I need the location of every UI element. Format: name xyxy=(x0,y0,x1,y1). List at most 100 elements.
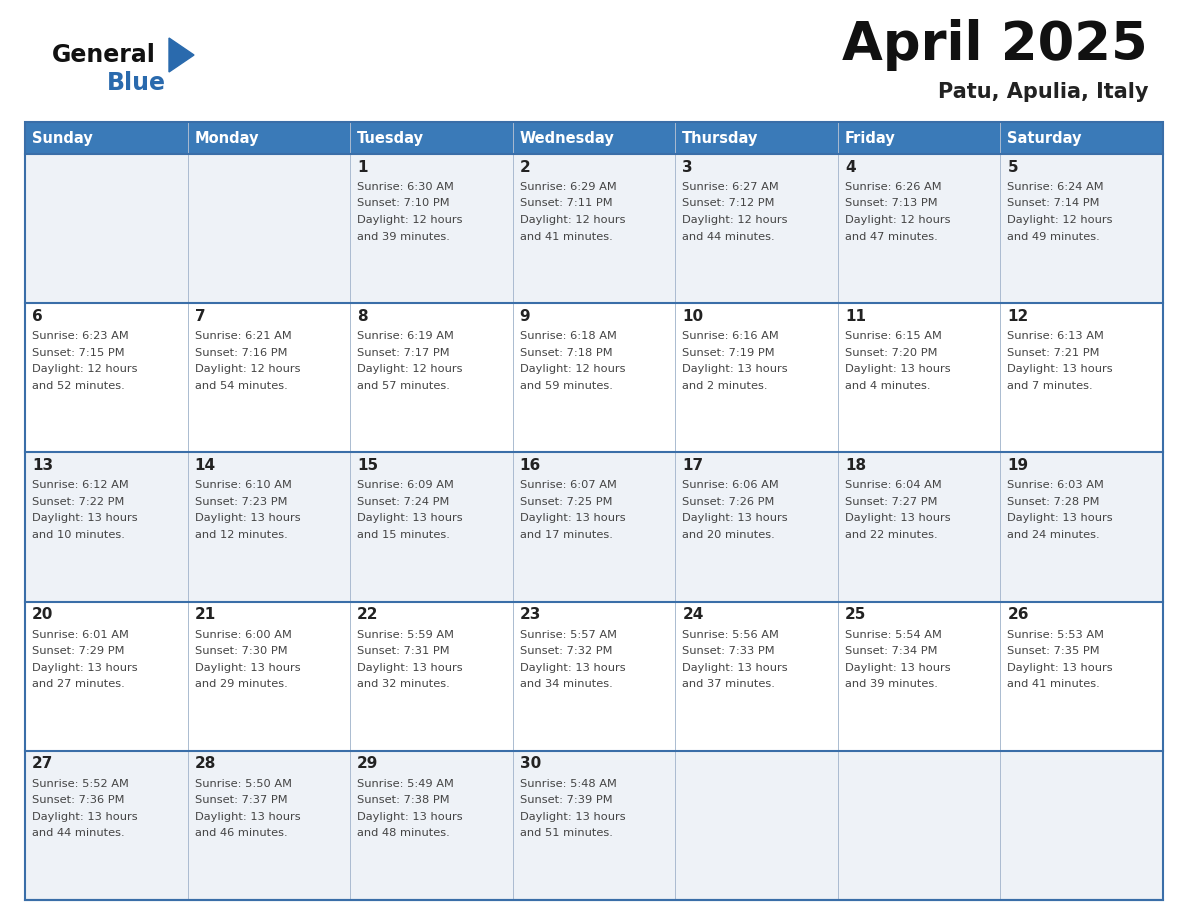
Text: Tuesday: Tuesday xyxy=(358,130,424,145)
Text: Sunrise: 6:13 AM: Sunrise: 6:13 AM xyxy=(1007,331,1105,341)
Text: Wednesday: Wednesday xyxy=(519,130,614,145)
Text: Sunrise: 6:23 AM: Sunrise: 6:23 AM xyxy=(32,331,128,341)
Bar xyxy=(25,122,188,154)
Text: and 47 minutes.: and 47 minutes. xyxy=(845,231,937,241)
Text: Sunrise: 6:09 AM: Sunrise: 6:09 AM xyxy=(358,480,454,490)
Text: Sunset: 7:16 PM: Sunset: 7:16 PM xyxy=(195,348,287,358)
Text: Daylight: 13 hours: Daylight: 13 hours xyxy=(195,513,301,523)
Text: Daylight: 13 hours: Daylight: 13 hours xyxy=(845,513,950,523)
Text: and 57 minutes.: and 57 minutes. xyxy=(358,381,450,391)
Text: and 39 minutes.: and 39 minutes. xyxy=(845,679,937,689)
Text: Sunrise: 6:04 AM: Sunrise: 6:04 AM xyxy=(845,480,942,490)
Text: Daylight: 13 hours: Daylight: 13 hours xyxy=(845,364,950,375)
Text: Daylight: 13 hours: Daylight: 13 hours xyxy=(1007,513,1113,523)
Text: Daylight: 12 hours: Daylight: 12 hours xyxy=(358,364,462,375)
Bar xyxy=(675,122,838,154)
Text: Daylight: 13 hours: Daylight: 13 hours xyxy=(682,663,788,673)
Text: Daylight: 13 hours: Daylight: 13 hours xyxy=(519,663,625,673)
Text: Daylight: 13 hours: Daylight: 13 hours xyxy=(519,812,625,822)
Text: Sunrise: 6:06 AM: Sunrise: 6:06 AM xyxy=(682,480,779,490)
Text: 5: 5 xyxy=(1007,160,1018,174)
Text: Daylight: 12 hours: Daylight: 12 hours xyxy=(195,364,301,375)
Text: Friday: Friday xyxy=(845,130,896,145)
Text: and 4 minutes.: and 4 minutes. xyxy=(845,381,930,391)
Text: 1: 1 xyxy=(358,160,367,174)
Bar xyxy=(188,122,350,154)
Text: Sunset: 7:12 PM: Sunset: 7:12 PM xyxy=(682,198,775,208)
Text: Sunset: 7:18 PM: Sunset: 7:18 PM xyxy=(519,348,612,358)
Text: and 54 minutes.: and 54 minutes. xyxy=(195,381,287,391)
Text: Sunset: 7:10 PM: Sunset: 7:10 PM xyxy=(358,198,450,208)
Text: and 32 minutes.: and 32 minutes. xyxy=(358,679,450,689)
Text: 23: 23 xyxy=(519,607,541,622)
Bar xyxy=(25,453,1163,601)
Text: and 2 minutes.: and 2 minutes. xyxy=(682,381,767,391)
Text: and 24 minutes.: and 24 minutes. xyxy=(1007,530,1100,540)
Text: Sunset: 7:13 PM: Sunset: 7:13 PM xyxy=(845,198,937,208)
Bar xyxy=(25,601,1163,751)
Text: 14: 14 xyxy=(195,458,216,473)
Text: Sunset: 7:20 PM: Sunset: 7:20 PM xyxy=(845,348,937,358)
Text: Sunset: 7:23 PM: Sunset: 7:23 PM xyxy=(195,497,287,507)
Text: Sunrise: 6:29 AM: Sunrise: 6:29 AM xyxy=(519,182,617,192)
Text: and 10 minutes.: and 10 minutes. xyxy=(32,530,125,540)
Text: and 20 minutes.: and 20 minutes. xyxy=(682,530,775,540)
Text: Sunset: 7:27 PM: Sunset: 7:27 PM xyxy=(845,497,937,507)
Text: Sunrise: 5:54 AM: Sunrise: 5:54 AM xyxy=(845,630,942,640)
Bar xyxy=(25,303,1163,453)
Text: 15: 15 xyxy=(358,458,378,473)
Text: Sunrise: 6:01 AM: Sunrise: 6:01 AM xyxy=(32,630,128,640)
Bar xyxy=(838,122,1000,154)
Text: Sunrise: 6:27 AM: Sunrise: 6:27 AM xyxy=(682,182,779,192)
Text: Sunrise: 6:15 AM: Sunrise: 6:15 AM xyxy=(845,331,942,341)
Text: Sunset: 7:14 PM: Sunset: 7:14 PM xyxy=(1007,198,1100,208)
Text: 7: 7 xyxy=(195,308,206,324)
Text: Sunrise: 6:16 AM: Sunrise: 6:16 AM xyxy=(682,331,779,341)
Text: Sunrise: 5:52 AM: Sunrise: 5:52 AM xyxy=(32,778,128,789)
Text: Daylight: 12 hours: Daylight: 12 hours xyxy=(1007,215,1113,225)
Text: Sunrise: 6:18 AM: Sunrise: 6:18 AM xyxy=(519,331,617,341)
Text: 30: 30 xyxy=(519,756,541,771)
Text: and 34 minutes.: and 34 minutes. xyxy=(519,679,613,689)
Text: Sunset: 7:24 PM: Sunset: 7:24 PM xyxy=(358,497,449,507)
Text: 22: 22 xyxy=(358,607,379,622)
Bar xyxy=(350,122,513,154)
Text: Daylight: 13 hours: Daylight: 13 hours xyxy=(358,513,463,523)
Text: and 17 minutes.: and 17 minutes. xyxy=(519,530,613,540)
Text: 26: 26 xyxy=(1007,607,1029,622)
Text: Sunset: 7:22 PM: Sunset: 7:22 PM xyxy=(32,497,125,507)
Text: Daylight: 12 hours: Daylight: 12 hours xyxy=(32,364,138,375)
Text: Daylight: 12 hours: Daylight: 12 hours xyxy=(682,215,788,225)
Text: and 48 minutes.: and 48 minutes. xyxy=(358,828,450,838)
Text: Sunrise: 6:00 AM: Sunrise: 6:00 AM xyxy=(195,630,291,640)
Text: Daylight: 13 hours: Daylight: 13 hours xyxy=(195,663,301,673)
Text: Daylight: 13 hours: Daylight: 13 hours xyxy=(682,513,788,523)
Text: Saturday: Saturday xyxy=(1007,130,1082,145)
Text: Daylight: 12 hours: Daylight: 12 hours xyxy=(519,364,625,375)
Text: Daylight: 13 hours: Daylight: 13 hours xyxy=(32,513,138,523)
Text: Sunset: 7:29 PM: Sunset: 7:29 PM xyxy=(32,646,125,656)
Text: 20: 20 xyxy=(32,607,53,622)
Text: Daylight: 13 hours: Daylight: 13 hours xyxy=(32,663,138,673)
Text: Sunset: 7:21 PM: Sunset: 7:21 PM xyxy=(1007,348,1100,358)
Text: and 37 minutes.: and 37 minutes. xyxy=(682,679,775,689)
Text: Sunset: 7:35 PM: Sunset: 7:35 PM xyxy=(1007,646,1100,656)
Text: 4: 4 xyxy=(845,160,855,174)
Text: Sunrise: 5:59 AM: Sunrise: 5:59 AM xyxy=(358,630,454,640)
Text: and 41 minutes.: and 41 minutes. xyxy=(1007,679,1100,689)
Text: Thursday: Thursday xyxy=(682,130,759,145)
Text: and 22 minutes.: and 22 minutes. xyxy=(845,530,937,540)
Text: Daylight: 12 hours: Daylight: 12 hours xyxy=(845,215,950,225)
Text: Blue: Blue xyxy=(107,71,166,95)
Text: Daylight: 12 hours: Daylight: 12 hours xyxy=(358,215,462,225)
Text: 2: 2 xyxy=(519,160,531,174)
Text: Sunrise: 6:21 AM: Sunrise: 6:21 AM xyxy=(195,331,291,341)
Text: Sunset: 7:30 PM: Sunset: 7:30 PM xyxy=(195,646,287,656)
Text: 16: 16 xyxy=(519,458,541,473)
Text: and 27 minutes.: and 27 minutes. xyxy=(32,679,125,689)
Text: Sunrise: 5:50 AM: Sunrise: 5:50 AM xyxy=(195,778,291,789)
Text: 13: 13 xyxy=(32,458,53,473)
Text: 9: 9 xyxy=(519,308,530,324)
Text: and 39 minutes.: and 39 minutes. xyxy=(358,231,450,241)
Text: 24: 24 xyxy=(682,607,703,622)
